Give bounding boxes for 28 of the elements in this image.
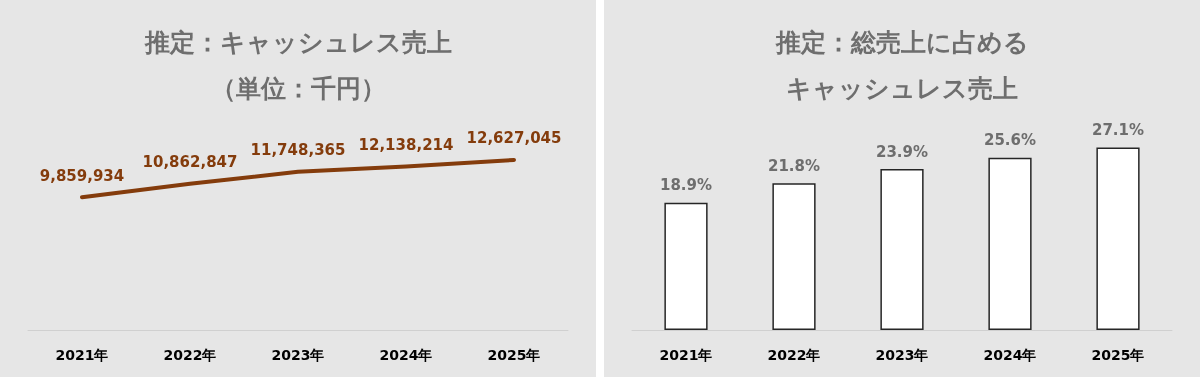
x-tick-label: 2021年 <box>659 347 713 363</box>
data-label: 25.6% <box>983 131 1037 150</box>
bar <box>664 202 708 330</box>
data-label: 21.8% <box>767 156 821 175</box>
x-tick-label: 2022年 <box>163 347 217 363</box>
bar <box>880 169 924 330</box>
data-label: 18.9% <box>659 176 713 195</box>
x-tick-label: 2024年 <box>379 347 433 363</box>
data-label: 27.1% <box>1091 121 1145 140</box>
chart-subtitle: （単位：千円） <box>210 73 386 103</box>
x-tick-label: 2021年 <box>55 347 109 363</box>
x-tick-label: 2022年 <box>767 347 821 363</box>
x-tick-label: 2023年 <box>875 347 929 363</box>
chart-title: 推定：総売上に占めるキャッシュレス売上 <box>774 27 1029 103</box>
x-tick-label: 2024年 <box>983 347 1037 363</box>
data-label: 10,862,847 <box>142 153 238 172</box>
bar <box>772 183 816 330</box>
chart-title: 推定：キャッシュレス売上 <box>143 27 452 57</box>
x-tick-label: 2023年 <box>271 347 325 363</box>
x-tick-label: 2025年 <box>1091 347 1145 363</box>
x-tick-label: 2025年 <box>487 347 541 363</box>
data-label: 23.9% <box>875 142 929 161</box>
data-label: 12,138,214 <box>358 136 454 155</box>
data-label: 11,748,365 <box>250 141 346 160</box>
bar <box>988 157 1032 330</box>
data-label: 9,859,934 <box>39 166 125 185</box>
bar <box>1096 147 1140 330</box>
data-label: 12,627,045 <box>466 129 562 148</box>
